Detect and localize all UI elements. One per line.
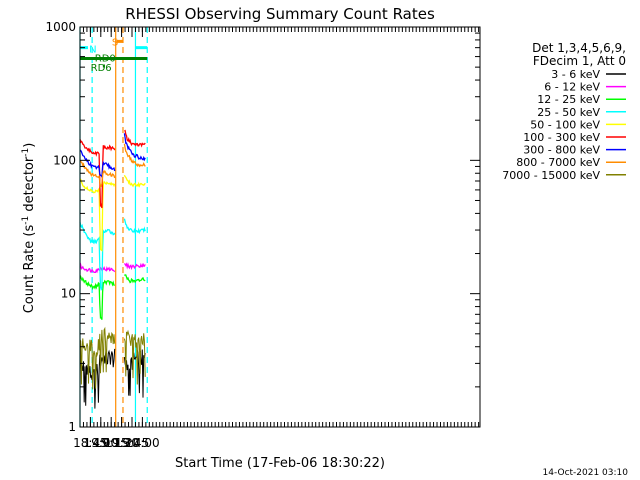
legend-label-1: 6 - 12 keV (544, 81, 600, 94)
legend-label-4: 50 - 100 keV (530, 118, 600, 131)
series-5 (79, 129, 146, 209)
footer-date: 14-Oct-2021 03:10 (543, 468, 629, 478)
series-6-segment-1 (123, 133, 146, 162)
x-tick-label-3: 19:30 (104, 436, 139, 450)
flag-3-label: RD6 (91, 63, 112, 74)
series-4 (79, 174, 146, 252)
legend-label-6: 300 - 800 keV (523, 144, 600, 157)
series-4-segment-1 (123, 174, 146, 188)
y-axis-label-mid: detector (22, 156, 37, 216)
flag-2: RD0 (80, 54, 148, 65)
series-6-segment-0 (79, 149, 116, 179)
series-7-segment-0 (79, 160, 116, 189)
series-8-segment-0 (79, 326, 116, 390)
series-8-segment-1 (123, 329, 146, 385)
plot-frame (79, 26, 481, 428)
series-3-segment-1 (123, 218, 146, 235)
legend-label-7: 800 - 7000 keV (516, 156, 600, 169)
series-3 (79, 218, 146, 291)
x-tick-label-2: 19:15 (94, 436, 129, 450)
series-1 (79, 262, 146, 274)
series-2-segment-1 (123, 274, 146, 284)
flag-1-label: S (112, 37, 118, 48)
flag-1: S (112, 37, 123, 48)
y-tick-label-3: 1000 (45, 20, 76, 34)
series-4-segment-0 (79, 178, 116, 252)
legend: Det 1,3,4,5,6,9, FDecim 1, Att 0 3 - 6 k… (502, 41, 626, 182)
flag-3: RD6 (91, 63, 112, 74)
series-0-segment-1 (123, 349, 146, 398)
legend-label-0: 3 - 6 keV (551, 68, 600, 81)
flag-0-label: N (89, 44, 96, 55)
series-2 (79, 274, 146, 320)
x-tick-label-4: 19:45 (115, 436, 150, 450)
x-tick-label-1: 19:00 (84, 436, 119, 450)
y-axis-label-end: ) (22, 143, 37, 148)
series-1-segment-0 (79, 262, 116, 274)
y-tick-label-2: 100 (53, 153, 76, 167)
legend-label-3: 25 - 50 keV (537, 106, 600, 119)
series-2-segment-0 (79, 275, 115, 320)
flag-2-label: RD0 (95, 54, 116, 65)
legend-header-line-1: Det 1,3,4,5,6,9, (532, 41, 626, 55)
series-8 (79, 326, 146, 390)
y-axis-label-sup1: -1 (21, 216, 31, 225)
series-0-segment-0 (79, 348, 116, 409)
x-axis-label: Start Time (17-Feb-06 18:30:22) (175, 456, 385, 471)
series-0 (79, 348, 146, 409)
chart-title: RHESSI Observing Summary Count Rates (125, 5, 435, 23)
legend-label-8: 7000 - 15000 keV (502, 169, 600, 182)
y-axis-label-sup2: -1 (21, 148, 31, 157)
y-tick-label-0: 1 (68, 420, 76, 434)
x-tick-label-0: 18:45 (73, 436, 108, 450)
legend-label-2: 12 - 25 keV (537, 93, 600, 106)
x-tick-label-5: 20:00 (125, 436, 160, 450)
legend-header-line-2: FDecim 1, Att 0 (533, 54, 626, 68)
y-axis-label: Count Rate (s-1 detector-1) (21, 143, 37, 314)
series-7 (79, 143, 146, 189)
series-7-segment-1 (123, 143, 146, 168)
series-1-segment-1 (123, 262, 146, 271)
legend-label-5: 100 - 300 keV (523, 131, 600, 144)
y-tick-label-1: 10 (61, 287, 76, 301)
series-5-segment-1 (124, 129, 146, 148)
series-5-segment-0 (79, 139, 116, 209)
series-6 (79, 133, 146, 179)
y-axis-label-main: Count Rate (s (22, 225, 37, 314)
series-3-segment-0 (79, 222, 116, 291)
